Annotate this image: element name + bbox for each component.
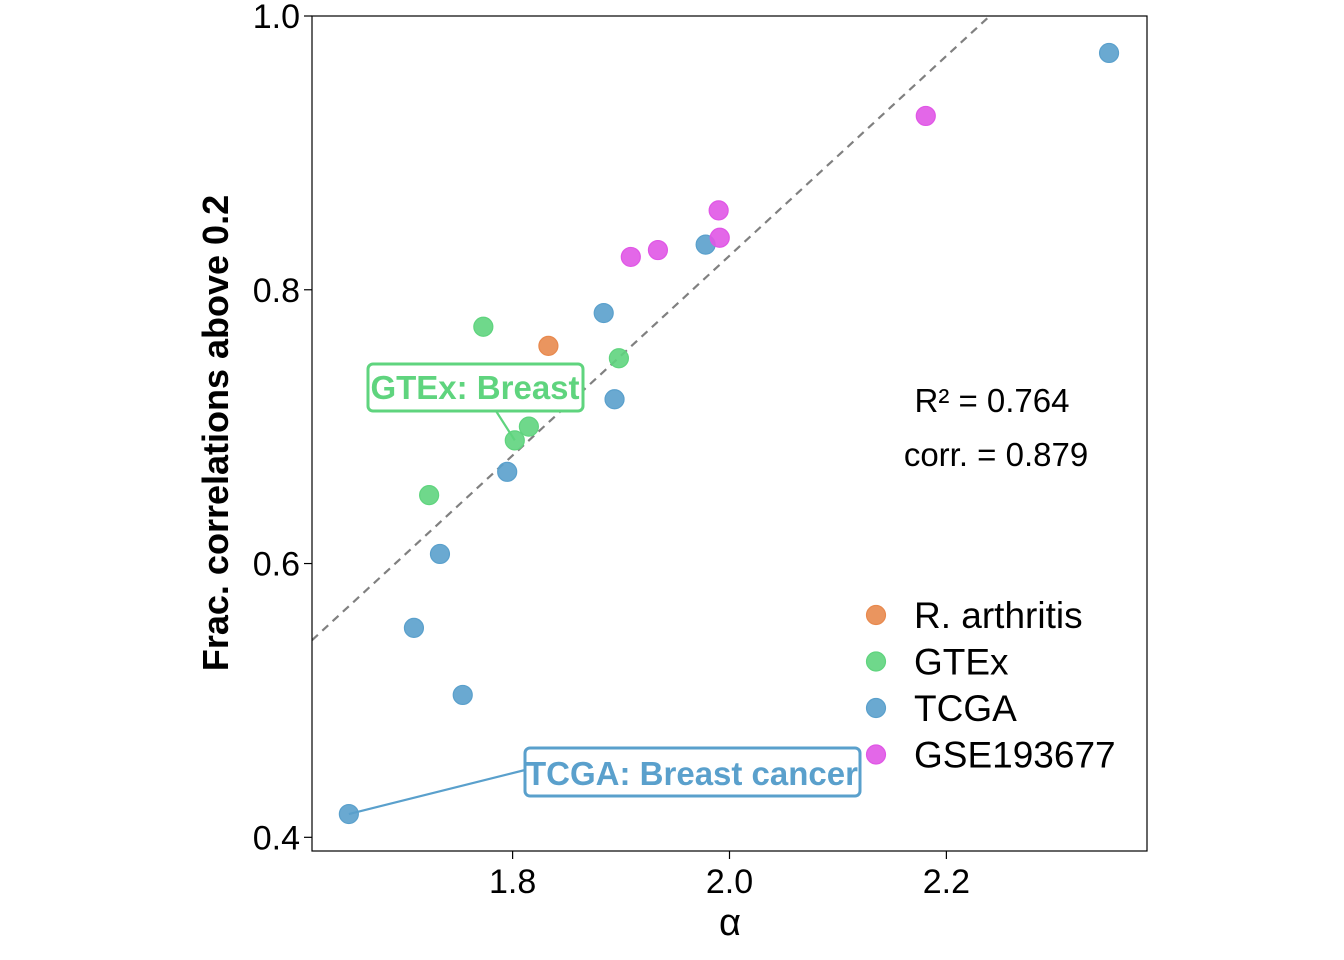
legend-marker bbox=[865, 604, 887, 626]
x-tick-label: 2.2 bbox=[923, 863, 970, 901]
y-axis-label: Frac. correlations above 0.2 bbox=[195, 195, 236, 671]
data-point-tcga bbox=[338, 803, 359, 825]
data-point-tcga bbox=[1098, 42, 1120, 64]
data-point-r-arthritis bbox=[538, 335, 559, 356]
legend-label: GSE193677 bbox=[914, 735, 1116, 776]
fit-line-layer bbox=[312, 16, 991, 642]
correlation-text: corr. = 0.879 bbox=[904, 436, 1088, 473]
x-axis-label: α bbox=[719, 902, 741, 944]
legend-marker bbox=[865, 744, 887, 765]
data-point-tcga bbox=[497, 461, 518, 482]
data-point-tcga bbox=[604, 389, 625, 410]
legend-label: R. arthritis bbox=[914, 595, 1083, 636]
data-point-gtex bbox=[518, 416, 539, 437]
annotations: GTEx: Breast TCGA: Breast cancer bbox=[366, 362, 862, 798]
data-point-tcga bbox=[429, 543, 451, 565]
data-point-gtex bbox=[504, 430, 525, 451]
data-point-tcga bbox=[593, 302, 614, 324]
legend: R. arthritis GTEx TCGA GSE193677 bbox=[865, 595, 1116, 776]
axis-ticks: 1.8 2.0 2.2 0.4 0.6 0.8 1.0 bbox=[253, 0, 970, 901]
fit-statistics: R² = 0.764 corr. = 0.879 bbox=[904, 382, 1088, 473]
data-point-gtex bbox=[419, 484, 440, 506]
annotation-box bbox=[523, 746, 862, 798]
y-tick-label: 1.0 bbox=[253, 0, 300, 36]
regression-fit-line bbox=[312, 16, 991, 642]
data-point-tcga bbox=[452, 684, 473, 706]
legend-label: GTEx bbox=[914, 642, 1009, 683]
data-point-gse193677 bbox=[620, 246, 641, 268]
legend-marker bbox=[865, 697, 887, 719]
x-tick-label: 1.8 bbox=[489, 863, 536, 901]
data-point-gse193677 bbox=[708, 200, 729, 221]
data-point-gse193677 bbox=[709, 227, 730, 248]
legend-marker bbox=[865, 651, 887, 672]
r-squared-text: R² = 0.764 bbox=[914, 382, 1069, 419]
y-tick-label: 0.4 bbox=[253, 819, 300, 857]
y-tick-label: 0.6 bbox=[253, 546, 300, 584]
data-point-gse193677 bbox=[647, 239, 669, 261]
data-point-gtex bbox=[608, 348, 629, 369]
annotation-label: TCGA: Breast cancer bbox=[526, 755, 858, 792]
legend-label: TCGA bbox=[914, 688, 1017, 729]
data-point-tcga bbox=[403, 617, 425, 638]
data-point-gse193677 bbox=[915, 105, 936, 127]
y-tick-label: 0.8 bbox=[253, 272, 300, 310]
data-points bbox=[338, 42, 1120, 825]
plot-frame bbox=[311, 15, 1148, 852]
annotation-connector-line bbox=[348, 768, 526, 816]
x-tick-label: 2.0 bbox=[706, 863, 753, 901]
annotation-box bbox=[366, 362, 585, 413]
annotation-label: GTEx: Breast bbox=[370, 369, 579, 406]
data-point-gtex bbox=[473, 316, 494, 337]
